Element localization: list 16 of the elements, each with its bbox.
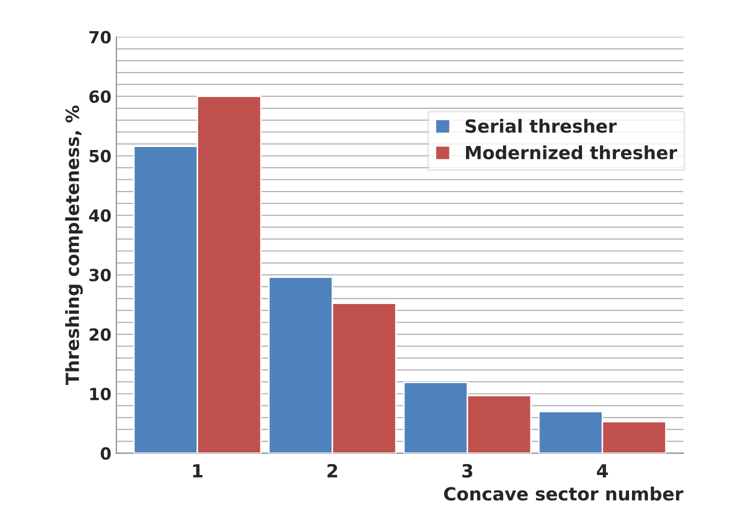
legend-label: Modernized thresher — [466, 145, 678, 160]
x-tick-label: 4 — [596, 464, 608, 478]
x-tick-label: 1 — [193, 464, 202, 478]
y-tick-label: 30 — [89, 268, 111, 282]
y-tick-label: 70 — [89, 30, 111, 44]
y-tick-label: 50 — [90, 150, 111, 162]
legend-label: Serial thresher — [466, 118, 617, 133]
x-tick-label: 2 — [328, 464, 338, 478]
y-tick-label: 60 — [89, 90, 111, 103]
x-tick-label: 3 — [462, 464, 472, 478]
y-tick-label: 40 — [89, 209, 111, 222]
y-tick-label: 20 — [90, 328, 111, 341]
y-tick-label: 0 — [100, 447, 111, 460]
y-tick-label: 10 — [90, 388, 111, 400]
x-axis-title: Concave sector number — [444, 486, 684, 501]
y-axis-title: Threshing completeness, % — [65, 106, 83, 386]
